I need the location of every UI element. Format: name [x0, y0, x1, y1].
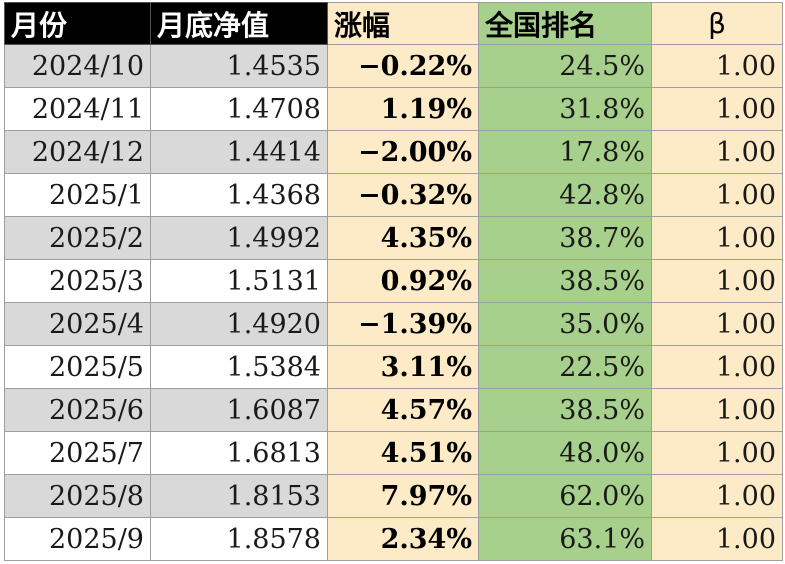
table-row: 2025/1 1.4368 −0.32% 42.8% 1.00	[4, 173, 783, 217]
change-cell[interactable]: 3.11%	[327, 345, 479, 389]
beta-cell[interactable]: 1.00	[651, 431, 783, 475]
rank-cell[interactable]: 31.8%	[478, 87, 652, 131]
month-cell[interactable]: 2025/7	[4, 431, 151, 475]
change-cell[interactable]: 4.51%	[327, 431, 479, 475]
month-cell[interactable]: 2024/12	[4, 130, 151, 174]
nav-cell[interactable]: 1.5384	[150, 345, 328, 389]
month-cell[interactable]: 2025/3	[4, 259, 151, 303]
nav-cell[interactable]: 1.4414	[150, 130, 328, 174]
rank-cell[interactable]: 24.5%	[478, 44, 652, 88]
beta-cell[interactable]: 1.00	[651, 517, 783, 561]
beta-cell[interactable]: 1.00	[651, 259, 783, 303]
rank-cell[interactable]: 62.0%	[478, 474, 652, 518]
rank-cell[interactable]: 48.0%	[478, 431, 652, 475]
rank-cell[interactable]: 38.7%	[478, 216, 652, 260]
rank-cell[interactable]: 38.5%	[478, 259, 652, 303]
nav-cell[interactable]: 1.4920	[150, 302, 328, 346]
rank-cell[interactable]: 63.1%	[478, 517, 652, 561]
beta-cell[interactable]: 1.00	[651, 388, 783, 432]
table-row: 2024/10 1.4535 −0.22% 24.5% 1.00	[4, 44, 783, 88]
table-row: 2025/2 1.4992 4.35% 38.7% 1.00	[4, 216, 783, 260]
beta-cell[interactable]: 1.00	[651, 474, 783, 518]
month-cell[interactable]: 2025/4	[4, 302, 151, 346]
nav-cell[interactable]: 1.4708	[150, 87, 328, 131]
nav-cell[interactable]: 1.6087	[150, 388, 328, 432]
month-cell[interactable]: 2025/9	[4, 517, 151, 561]
table-row: 2025/8 1.8153 7.97% 62.0% 1.00	[4, 474, 783, 518]
header-month[interactable]: 月份	[4, 2, 151, 45]
header-change[interactable]: 涨幅	[327, 2, 479, 45]
nav-cell[interactable]: 1.5131	[150, 259, 328, 303]
month-cell[interactable]: 2025/6	[4, 388, 151, 432]
month-cell[interactable]: 2024/11	[4, 87, 151, 131]
change-cell[interactable]: −2.00%	[327, 130, 479, 174]
table-row: 2025/7 1.6813 4.51% 48.0% 1.00	[4, 431, 783, 475]
beta-cell[interactable]: 1.00	[651, 44, 783, 88]
beta-cell[interactable]: 1.00	[651, 87, 783, 131]
change-cell[interactable]: 0.92%	[327, 259, 479, 303]
nav-cell[interactable]: 1.8153	[150, 474, 328, 518]
change-cell[interactable]: 1.19%	[327, 87, 479, 131]
beta-cell[interactable]: 1.00	[651, 216, 783, 260]
rank-cell[interactable]: 38.5%	[478, 388, 652, 432]
rank-cell[interactable]: 42.8%	[478, 173, 652, 217]
nav-cell[interactable]: 1.8578	[150, 517, 328, 561]
month-cell[interactable]: 2025/5	[4, 345, 151, 389]
beta-cell[interactable]: 1.00	[651, 130, 783, 174]
change-cell[interactable]: −0.22%	[327, 44, 479, 88]
table-row: 2024/12 1.4414 −2.00% 17.8% 1.00	[4, 130, 783, 174]
change-cell[interactable]: −1.39%	[327, 302, 479, 346]
table-row: 2025/4 1.4920 −1.39% 35.0% 1.00	[4, 302, 783, 346]
change-cell[interactable]: 4.57%	[327, 388, 479, 432]
rank-cell[interactable]: 17.8%	[478, 130, 652, 174]
nav-cell[interactable]: 1.4992	[150, 216, 328, 260]
nav-cell[interactable]: 1.6813	[150, 431, 328, 475]
table-row: 2025/3 1.5131 0.92% 38.5% 1.00	[4, 259, 783, 303]
month-cell[interactable]: 2024/10	[4, 44, 151, 88]
beta-cell[interactable]: 1.00	[651, 302, 783, 346]
table-row: 2025/6 1.6087 4.57% 38.5% 1.00	[4, 388, 783, 432]
header-row: 月份 月底净值 涨幅 全国排名 β	[4, 2, 783, 45]
change-cell[interactable]: 2.34%	[327, 517, 479, 561]
table-body: 2024/10 1.4535 −0.22% 24.5% 1.00 2024/11 1.470…	[4, 44, 783, 561]
change-cell[interactable]: 4.35%	[327, 216, 479, 260]
header-beta[interactable]: β	[651, 2, 783, 45]
table-row: 2025/5 1.5384 3.11% 22.5% 1.00	[4, 345, 783, 389]
nav-cell[interactable]: 1.4368	[150, 173, 328, 217]
beta-cell[interactable]: 1.00	[651, 173, 783, 217]
nav-cell[interactable]: 1.4535	[150, 44, 328, 88]
rank-cell[interactable]: 22.5%	[478, 345, 652, 389]
table-row: 2024/11 1.4708 1.19% 31.8% 1.00	[4, 87, 783, 131]
fund-monthly-table: 月份 月底净值 涨幅 全国排名 β 2024/10 1.4535 −0.22% 24.…	[4, 2, 783, 561]
month-cell[interactable]: 2025/8	[4, 474, 151, 518]
table-row: 2025/9 1.8578 2.34% 63.1% 1.00	[4, 517, 783, 561]
change-cell[interactable]: 7.97%	[327, 474, 479, 518]
header-nav[interactable]: 月底净值	[150, 2, 328, 45]
month-cell[interactable]: 2025/1	[4, 173, 151, 217]
change-cell[interactable]: −0.32%	[327, 173, 479, 217]
header-rank[interactable]: 全国排名	[478, 2, 652, 45]
rank-cell[interactable]: 35.0%	[478, 302, 652, 346]
month-cell[interactable]: 2025/2	[4, 216, 151, 260]
beta-cell[interactable]: 1.00	[651, 345, 783, 389]
